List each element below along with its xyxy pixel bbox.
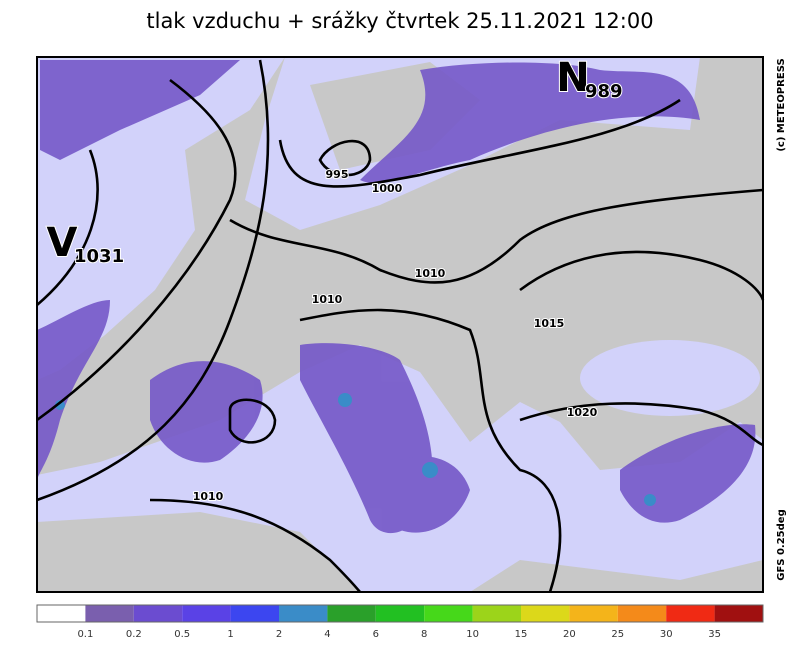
legend-swatch xyxy=(666,605,715,622)
legend-label: 0.2 xyxy=(126,629,142,640)
map xyxy=(36,56,765,593)
isobar-label: 995 xyxy=(326,168,349,181)
legend-swatch xyxy=(521,605,570,622)
title: tlak vzduchu + srážky čtvrtek 25.11.2021… xyxy=(146,9,653,33)
legend-label: 35 xyxy=(708,629,721,640)
legend-swatch xyxy=(375,605,425,622)
legend-label: 6 xyxy=(373,629,379,640)
isobar-label: 1020 xyxy=(567,406,598,419)
legend-swatch xyxy=(279,605,328,622)
map-frame xyxy=(36,56,764,593)
isobar xyxy=(278,98,681,188)
legend-label: 2 xyxy=(276,629,282,640)
legend-swatch xyxy=(327,605,376,622)
legend-swatch xyxy=(472,605,521,622)
credit: (c) METEOPRESS xyxy=(776,58,787,151)
legend-label: 8 xyxy=(421,629,427,640)
legend-swatch xyxy=(133,605,183,622)
pressure-value: 989 xyxy=(585,81,623,102)
pressure-letter: V xyxy=(47,220,78,266)
isobar xyxy=(36,59,270,502)
legend-label: 15 xyxy=(515,629,528,640)
legend-label: 30 xyxy=(660,629,673,640)
precipitation-heavy xyxy=(55,393,656,506)
isobar xyxy=(228,398,277,444)
isobar-label: 1010 xyxy=(193,490,224,503)
legend-swatch xyxy=(37,605,86,622)
isobar-label: 1000 xyxy=(372,182,403,195)
legend-frame xyxy=(36,604,764,623)
isobar xyxy=(519,402,764,447)
legend-label: 0.5 xyxy=(174,629,190,640)
isobar-label: 1010 xyxy=(415,267,446,280)
isobar xyxy=(36,78,237,422)
legend-swatch xyxy=(230,605,279,622)
isobar-label: 1010 xyxy=(312,293,343,306)
legend-swatch xyxy=(182,605,231,622)
pressure-value: 1031 xyxy=(74,246,124,267)
legend-label: 10 xyxy=(466,629,479,640)
isobar xyxy=(299,308,562,593)
legend-swatch xyxy=(714,605,763,622)
isobar-label: 1015 xyxy=(534,317,565,330)
pressure-letter: N xyxy=(556,55,589,101)
legend-label: 25 xyxy=(611,629,624,640)
legend-swatch xyxy=(85,605,134,622)
legend-label: 20 xyxy=(563,629,576,640)
isobar xyxy=(36,149,99,306)
isobar xyxy=(318,139,372,177)
legend-label: 4 xyxy=(324,629,330,640)
model-name: GFS 0.25deg xyxy=(776,509,787,581)
legend-swatch xyxy=(424,605,473,622)
isobar xyxy=(149,498,361,593)
legend-swatch xyxy=(569,605,618,622)
legend-swatch xyxy=(617,605,667,622)
legend-label: 1 xyxy=(227,629,233,640)
isobar xyxy=(519,250,765,301)
black-sea xyxy=(580,340,760,416)
legend-label: 0.1 xyxy=(77,629,93,640)
isobar xyxy=(229,188,764,284)
